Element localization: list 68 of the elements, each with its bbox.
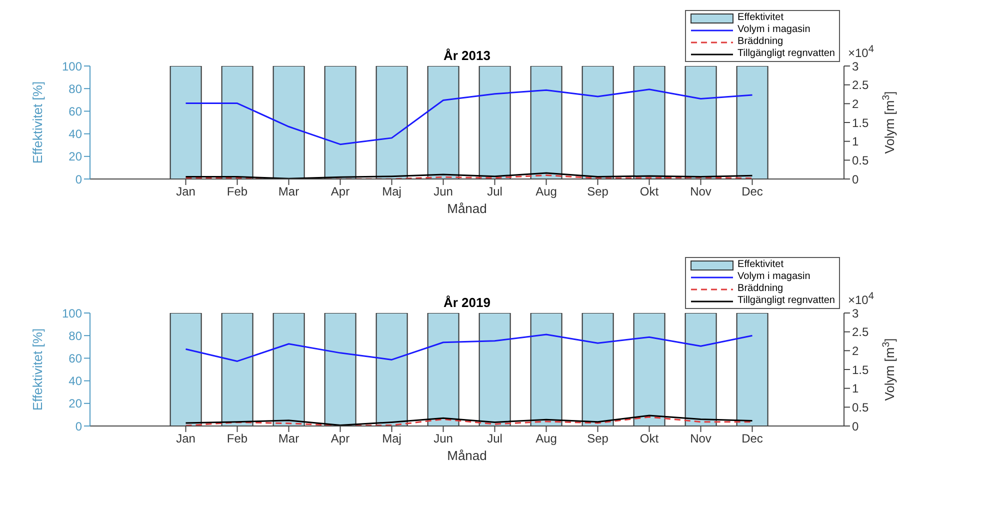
- y-tick-label: 60: [68, 104, 82, 118]
- x-tick-label: Okt: [640, 432, 660, 446]
- y2-tick-label: 0: [852, 172, 859, 186]
- x-tick-label: Dec: [742, 432, 763, 446]
- chart-title: År 2013: [444, 48, 490, 63]
- x-tick-label: Apr: [330, 184, 350, 199]
- x-tick-label: Feb: [226, 432, 248, 446]
- y2-tick-label: 2: [852, 96, 859, 111]
- x-tick-label: Dec: [742, 184, 763, 199]
- chart-title: År 2019: [444, 295, 490, 310]
- y-tick-label: 80: [68, 328, 82, 343]
- x-tick-label: Feb: [226, 184, 248, 199]
- legend-label: Tillgängligt regnvatten: [738, 295, 835, 307]
- y-tick-label: 40: [68, 127, 82, 142]
- y2-tick-label: 1: [852, 382, 859, 396]
- text: ×10$^{4}$: [848, 291, 874, 307]
- x-tick-label: Sep: [587, 184, 609, 199]
- x-tick-label: Jul: [487, 184, 502, 199]
- y2-tick-label: 0: [852, 419, 859, 434]
- y2-tick-label: 0.5: [852, 153, 870, 168]
- y2-tick-label: 3: [852, 59, 859, 74]
- y-tick-label: 100: [62, 306, 82, 320]
- x-tick-label: Nov: [690, 432, 712, 446]
- text: ×10$^{4}$: [848, 44, 874, 60]
- x-tick-label: Jun: [434, 432, 453, 446]
- y-tick-label: 20: [68, 396, 82, 411]
- y2-tick-label: 2: [852, 344, 859, 358]
- y-axis-title: Effektivitet [%]: [30, 328, 45, 411]
- legend-label: Effektivitet: [738, 12, 784, 24]
- x-tick-label: Aug: [536, 432, 557, 446]
- legend-label: Bräddning: [738, 283, 784, 295]
- y-tick-label: 80: [68, 82, 82, 96]
- x-tick-label: Jan: [176, 432, 196, 446]
- x-tick-label: Okt: [640, 184, 660, 199]
- y2-tick-label: 2.5: [852, 78, 870, 92]
- legend-label: Tillgängligt regnvatten: [738, 48, 835, 60]
- y2-tick-label: 1: [852, 134, 859, 149]
- y-tick-label: 0: [75, 419, 82, 434]
- y-tick-label: 20: [68, 150, 82, 164]
- legend-label: Effektivitet: [738, 259, 784, 271]
- y2-tick-label: 1.5: [852, 362, 870, 377]
- line-series: [185, 88, 753, 146]
- x-tick-label: Jul: [487, 432, 502, 446]
- legend-label: Volym i magasin: [738, 24, 810, 36]
- x-axis-title: Månad: [447, 448, 487, 463]
- y2-tick-label: 0.5: [852, 400, 870, 414]
- y-tick-label: 60: [68, 351, 82, 366]
- y-tick-label: 40: [68, 374, 82, 388]
- y2-tick-label: 2.5: [852, 325, 870, 340]
- x-tick-label: Mar: [278, 184, 300, 199]
- legend-label: Bräddning: [738, 36, 784, 48]
- y-axis-title: Effektivitet [%]: [30, 81, 45, 164]
- x-tick-label: Apr: [330, 432, 350, 446]
- x-tick-label: Maj: [382, 184, 402, 199]
- y-tick-label: 0: [75, 172, 82, 186]
- x-axis-title: Månad: [447, 201, 487, 216]
- legend-label: Volym i magasin: [738, 271, 810, 283]
- y-tick-label: 100: [62, 59, 82, 74]
- x-tick-label: Sep: [587, 432, 609, 446]
- line-series: [185, 334, 753, 362]
- x-tick-label: Maj: [382, 432, 402, 446]
- y2-tick-label: 3: [852, 306, 859, 320]
- x-tick-label: Nov: [690, 184, 712, 199]
- x-tick-label: Mar: [278, 432, 300, 446]
- x-tick-label: Jan: [176, 184, 196, 199]
- x-tick-label: Aug: [536, 184, 557, 199]
- x-tick-label: Jun: [434, 184, 453, 199]
- y2-tick-label: 1.5: [852, 116, 870, 130]
